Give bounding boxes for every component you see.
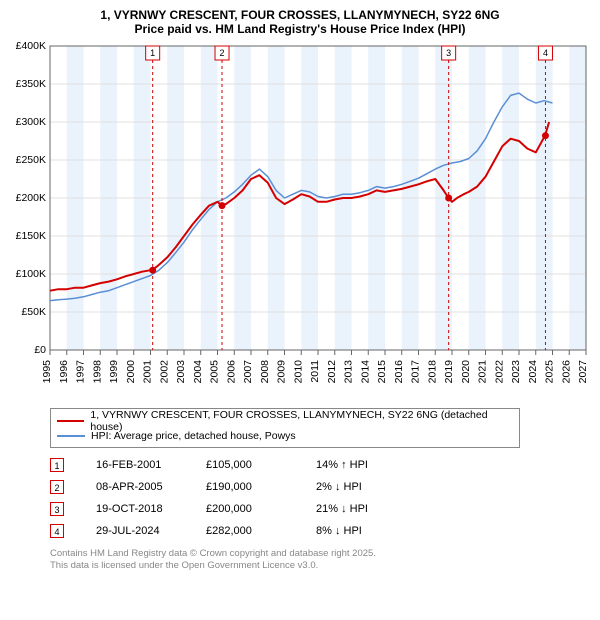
svg-text:2002: 2002 — [158, 360, 170, 384]
svg-text:2010: 2010 — [292, 360, 304, 384]
svg-text:1996: 1996 — [58, 360, 70, 384]
svg-text:2007: 2007 — [242, 360, 254, 384]
svg-text:1999: 1999 — [108, 360, 120, 384]
svg-text:2014: 2014 — [359, 360, 371, 384]
svg-text:£150K: £150K — [16, 230, 46, 242]
title-line1: 1, VYRNWY CRESCENT, FOUR CROSSES, LLANYM… — [8, 8, 592, 22]
svg-text:£400K: £400K — [16, 40, 46, 52]
event-row: 2 08-APR-2005 £190,000 2% ↓ HPI — [50, 476, 592, 498]
svg-text:£100K: £100K — [16, 268, 46, 280]
svg-text:2021: 2021 — [477, 360, 489, 384]
event-date: 16-FEB-2001 — [96, 459, 206, 471]
price-chart: £0 £50K £100K £150K £200K £250K £300K £350K £400… — [8, 40, 592, 400]
event-hpi: 21% ↓ HPI — [316, 503, 426, 515]
svg-text:£0: £0 — [34, 344, 46, 356]
svg-text:2017: 2017 — [410, 360, 422, 384]
svg-text:2005: 2005 — [209, 360, 221, 384]
event-marker-num: 1 — [50, 458, 64, 472]
svg-text:2004: 2004 — [192, 360, 204, 384]
event-hpi: 14% ↑ HPI — [316, 459, 426, 471]
svg-text:2022: 2022 — [493, 360, 505, 384]
title-line2: Price paid vs. HM Land Registry's House … — [8, 22, 592, 36]
chart-svg: £0 £50K £100K £150K £200K £250K £300K £350K £400… — [8, 40, 592, 400]
event-date: 29-JUL-2024 — [96, 525, 206, 537]
event-price: £105,000 — [206, 459, 316, 471]
event-date: 19-OCT-2018 — [96, 503, 206, 515]
svg-text:2019: 2019 — [443, 360, 455, 384]
svg-text:2001: 2001 — [142, 360, 154, 384]
footer-line1: Contains HM Land Registry data © Crown c… — [50, 548, 592, 560]
svg-text:2027: 2027 — [577, 360, 589, 384]
svg-text:£200K: £200K — [16, 192, 46, 204]
svg-text:2018: 2018 — [426, 360, 438, 384]
svg-text:1997: 1997 — [75, 360, 87, 384]
event-price: £190,000 — [206, 481, 316, 493]
svg-text:1998: 1998 — [91, 360, 103, 384]
svg-text:2015: 2015 — [376, 360, 388, 384]
svg-text:2020: 2020 — [460, 360, 472, 384]
svg-text:2011: 2011 — [309, 360, 321, 383]
event-marker-num: 4 — [50, 524, 64, 538]
svg-text:2013: 2013 — [343, 360, 355, 384]
svg-text:2000: 2000 — [125, 360, 137, 384]
svg-text:1995: 1995 — [41, 360, 53, 384]
svg-text:2016: 2016 — [393, 360, 405, 384]
svg-text:2008: 2008 — [259, 360, 271, 384]
svg-text:2012: 2012 — [326, 360, 338, 384]
svg-text:£300K: £300K — [16, 116, 46, 128]
svg-text:2025: 2025 — [544, 360, 556, 384]
legend-swatch-price-paid — [57, 420, 84, 422]
event-hpi: 2% ↓ HPI — [316, 481, 426, 493]
svg-text:2003: 2003 — [175, 360, 187, 384]
svg-text:1: 1 — [150, 48, 155, 58]
footer: Contains HM Land Registry data © Crown c… — [50, 548, 592, 572]
svg-text:2026: 2026 — [560, 360, 572, 384]
legend: 1, VYRNWY CRESCENT, FOUR CROSSES, LLANYM… — [50, 408, 520, 448]
svg-text:4: 4 — [543, 48, 548, 58]
svg-text:2024: 2024 — [527, 360, 539, 384]
svg-text:2023: 2023 — [510, 360, 522, 384]
event-date: 08-APR-2005 — [96, 481, 206, 493]
legend-label: HPI: Average price, detached house, Powy… — [91, 430, 296, 442]
svg-text:£250K: £250K — [16, 154, 46, 166]
event-marker-num: 2 — [50, 480, 64, 494]
events-table: 1 16-FEB-2001 £105,000 14% ↑ HPI 2 08-AP… — [50, 454, 592, 542]
event-row: 4 29-JUL-2024 £282,000 8% ↓ HPI — [50, 520, 592, 542]
event-marker-num: 3 — [50, 502, 64, 516]
legend-item-price-paid: 1, VYRNWY CRESCENT, FOUR CROSSES, LLANYM… — [57, 413, 513, 428]
event-price: £200,000 — [206, 503, 316, 515]
chart-title: 1, VYRNWY CRESCENT, FOUR CROSSES, LLANYM… — [8, 8, 592, 36]
svg-text:£350K: £350K — [16, 78, 46, 90]
svg-text:£50K: £50K — [21, 306, 46, 318]
event-row: 3 19-OCT-2018 £200,000 21% ↓ HPI — [50, 498, 592, 520]
footer-line2: This data is licensed under the Open Gov… — [50, 560, 592, 572]
svg-text:2009: 2009 — [276, 360, 288, 384]
legend-swatch-hpi — [57, 435, 85, 437]
event-price: £282,000 — [206, 525, 316, 537]
event-row: 1 16-FEB-2001 £105,000 14% ↑ HPI — [50, 454, 592, 476]
event-hpi: 8% ↓ HPI — [316, 525, 426, 537]
svg-text:2006: 2006 — [225, 360, 237, 384]
svg-text:3: 3 — [446, 48, 451, 58]
svg-text:2: 2 — [220, 48, 225, 58]
